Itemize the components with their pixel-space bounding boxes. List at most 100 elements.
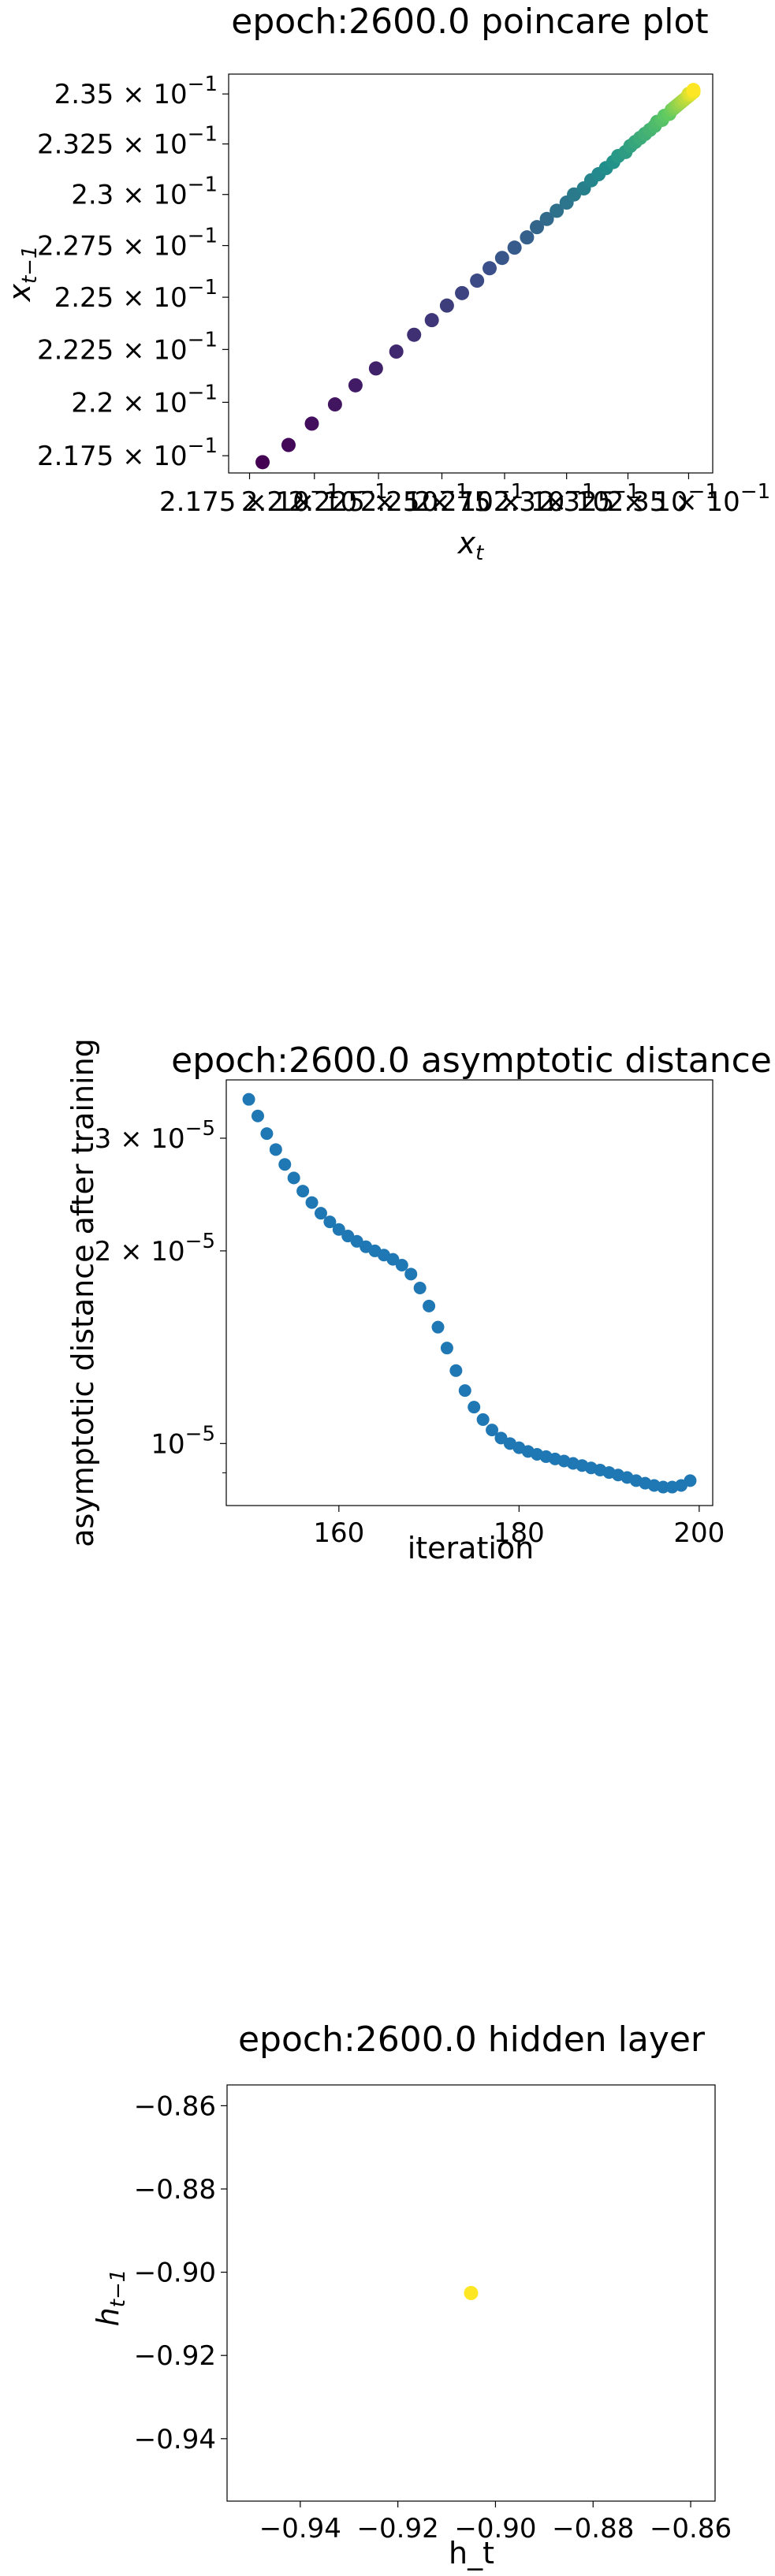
poincare-point	[348, 378, 363, 393]
poincare-ylabel: xt−1	[2, 245, 42, 302]
hidden-layer-ylabel: ht−1	[91, 2269, 130, 2327]
poincare-point	[389, 344, 404, 359]
asymptotic-xlabel: iteration	[408, 1531, 535, 1565]
asymptotic-point	[684, 1474, 697, 1487]
poincare-x-tick-label: 2.275 × 10−1	[415, 480, 595, 518]
poincare-y-tick-label: 2.225 × 10−1	[37, 328, 218, 366]
asymptotic-point	[287, 1171, 300, 1185]
hidden-layer-x-tick-label: −0.92	[357, 2513, 439, 2544]
poincare-title: epoch:2600.0 poincare plot	[231, 2, 708, 42]
asymptotic-point	[431, 1320, 445, 1334]
asymptotic-point	[458, 1384, 471, 1398]
asymptotic-y-tick-label: 10−5	[151, 1422, 215, 1460]
asymptotic-point	[269, 1143, 282, 1156]
asymptotic-point	[386, 1253, 400, 1266]
asymptotic-x-ticks: 160 180 200	[313, 1506, 725, 1549]
asymptotic-point	[476, 1413, 490, 1426]
poincare-y-tick-label: 2.3 × 10−1	[71, 173, 218, 211]
asymptotic-point	[251, 1109, 264, 1122]
hidden-layer-x-tick-label: −0.88	[552, 2513, 634, 2544]
poincare-point	[507, 240, 522, 255]
hidden-layer-chart: epoch:2600.0 hidden layer −0.86−0.88−0.9…	[91, 2019, 732, 2570]
asymptotic-chart: epoch:2600.0 asymptotic distance 10−5 2 ×…	[65, 1038, 772, 1565]
poincare-y-tick-label: 2.25 × 10−1	[54, 276, 218, 314]
hidden-layer-plot-area	[226, 2084, 716, 2502]
poincare-point	[304, 416, 319, 431]
hidden-layer-y-tick-label: −0.92	[134, 2340, 216, 2372]
asymptotic-x-tick-label: 200	[673, 1517, 725, 1549]
poincare-point	[550, 203, 564, 218]
asymptotic-plot-area	[225, 1079, 714, 1506]
asymptotic-point	[296, 1185, 310, 1198]
asymptotic-point	[486, 1424, 499, 1437]
poincare-y-tick-label: 2.325 × 10−1	[37, 123, 218, 161]
hidden-layer-xlabel: h_t	[449, 2536, 494, 2570]
asymptotic-x-tick-label: 160	[313, 1517, 364, 1549]
poincare-point	[368, 361, 383, 376]
asymptotic-point	[305, 1196, 319, 1209]
hidden-layer-points	[464, 2286, 479, 2300]
poincare-x-tick-label: 2.175 × 10−1	[159, 480, 340, 518]
poincare-point	[494, 251, 509, 266]
asymptotic-point	[395, 1259, 408, 1272]
asymptotic-y-tick-label: 3 × 10−5	[95, 1117, 215, 1155]
poincare-chart: epoch:2600.0 poincare plot 2.175 × 10−12…	[2, 2, 770, 565]
asymptotic-point	[332, 1223, 345, 1236]
asymptotic-title: epoch:2600.0 asymptotic distance	[171, 1040, 772, 1081]
asymptotic-point	[278, 1158, 292, 1171]
poincare-x-tick-label: 2.325 × 10−1	[538, 480, 718, 518]
poincare-point	[255, 455, 270, 470]
asymptotic-point	[449, 1364, 463, 1377]
hidden-layer-y-ticks: −0.86 −0.88 −0.90 −0.92 −0.94	[134, 2090, 227, 2455]
poincare-y-ticks: 2.175 × 10−1 2.2 × 10−1 2.225 × 10−1 2.25 ×…	[37, 73, 229, 472]
poincare-point	[407, 327, 422, 342]
asymptotic-points	[242, 1093, 697, 1494]
poincare-point	[686, 83, 701, 98]
hidden-layer-y-tick-label: −0.90	[134, 2258, 216, 2289]
poincare-x-tick-label: 2.2 × 10−1	[241, 480, 388, 518]
asymptotic-point	[440, 1342, 453, 1355]
asymptotic-point	[260, 1127, 274, 1141]
poincare-point	[530, 220, 545, 235]
poincare-point	[483, 261, 497, 276]
hidden-layer-y-tick-label: −0.88	[134, 2174, 216, 2206]
asymptotic-point	[657, 1480, 670, 1494]
asymptotic-point	[494, 1431, 508, 1445]
hidden-layer-x-tick-label: −0.94	[259, 2513, 341, 2544]
asymptotic-y-tick-label: 2 × 10−5	[95, 1230, 215, 1268]
asymptotic-ylabel: asymptotic distance after training	[65, 1038, 100, 1547]
poincare-point	[470, 274, 485, 288]
asymptotic-point	[323, 1215, 337, 1229]
poincare-y-tick-label: 2.2 × 10−1	[71, 381, 218, 419]
hidden-layer-x-tick-label: −0.86	[650, 2513, 732, 2544]
poincare-point	[455, 285, 470, 300]
poincare-point	[439, 298, 454, 313]
poincare-point	[520, 230, 535, 245]
poincare-point	[281, 437, 296, 452]
poincare-point	[424, 313, 439, 328]
poincare-point	[539, 211, 554, 226]
poincare-y-tick-label: 2.175 × 10−1	[37, 434, 218, 472]
poincare-point	[327, 397, 342, 412]
asymptotic-point	[404, 1268, 418, 1281]
poincare-y-tick-label: 2.275 × 10−1	[37, 225, 218, 262]
asymptotic-y-ticks: 10−5 2 × 10−5 3 × 10−5	[95, 1117, 226, 1473]
poincare-plot-area	[228, 73, 714, 474]
poincare-points	[255, 83, 701, 470]
poincare-x-tick-label: 2.35 × 10−1	[607, 480, 770, 518]
asymptotic-point	[242, 1093, 255, 1106]
hidden-layer-title: epoch:2600.0 hidden layer	[238, 2019, 706, 2060]
hidden-layer-x-ticks: −0.94 −0.92 −0.90 −0.88 −0.86	[259, 2501, 732, 2544]
poincare-y-tick-label: 2.35 × 10−1	[54, 73, 218, 110]
poincare-x-tick-label: 2.3 × 10−1	[494, 480, 640, 518]
hidden-layer-point	[464, 2286, 479, 2300]
poincare-x-tick-label: 2.25 × 10−1	[360, 480, 523, 518]
poincare-x-ticks: 2.175 × 10−12.2 × 10−12.225 × 10−12.25 ×…	[159, 473, 770, 518]
asymptotic-point	[423, 1299, 436, 1312]
poincare-x-tick-label: 2.225 × 10−1	[289, 480, 469, 518]
asymptotic-point	[413, 1281, 427, 1294]
hidden-layer-y-tick-label: −0.94	[134, 2424, 216, 2455]
poincare-xlabel: xt	[457, 526, 485, 565]
hidden-layer-x-tick-label: −0.90	[454, 2513, 536, 2544]
